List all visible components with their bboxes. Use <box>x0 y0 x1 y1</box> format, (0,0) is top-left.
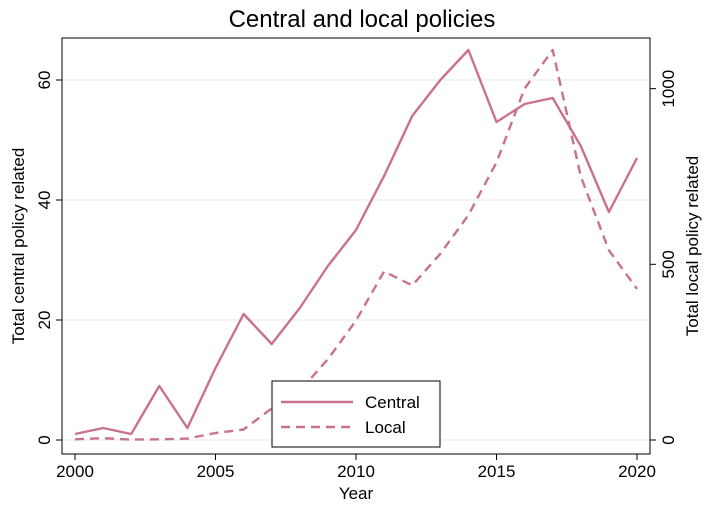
series-lines <box>74 48 639 441</box>
y-right-tick-label-500: 500 <box>659 250 678 278</box>
y-right-tick-label-0: 0 <box>659 435 678 444</box>
y-left-tick-label-20: 20 <box>35 311 54 330</box>
legend-label-central: Central <box>365 393 420 412</box>
legend: Central Local <box>271 380 441 448</box>
axes: 0 20 40 60 0 500 1000 2000 2005 2010 2015 2020 <box>35 70 678 481</box>
x-axis-label: Year <box>339 484 374 503</box>
x-tick-label-2020: 2020 <box>618 462 656 481</box>
y-right-tick-label-1000: 1000 <box>659 70 678 108</box>
y-axis-label-right: Total local policy related <box>683 156 702 336</box>
chart-title: Central and local policies <box>229 6 496 33</box>
y-left-tick-label-0: 0 <box>35 435 54 444</box>
y-left-tick-label-60: 60 <box>35 71 54 90</box>
series-line-central <box>74 48 639 436</box>
series-line-local <box>74 48 638 441</box>
x-tick-label-2015: 2015 <box>478 462 516 481</box>
x-tick-label-2005: 2005 <box>197 462 235 481</box>
legend-label-local: Local <box>365 418 406 437</box>
y-axis-label-left: Total central policy related <box>9 148 28 345</box>
legend-box <box>271 380 441 448</box>
y-left-tick-label-40: 40 <box>35 191 54 210</box>
x-tick-label-2000: 2000 <box>56 462 94 481</box>
x-tick-label-2010: 2010 <box>337 462 375 481</box>
